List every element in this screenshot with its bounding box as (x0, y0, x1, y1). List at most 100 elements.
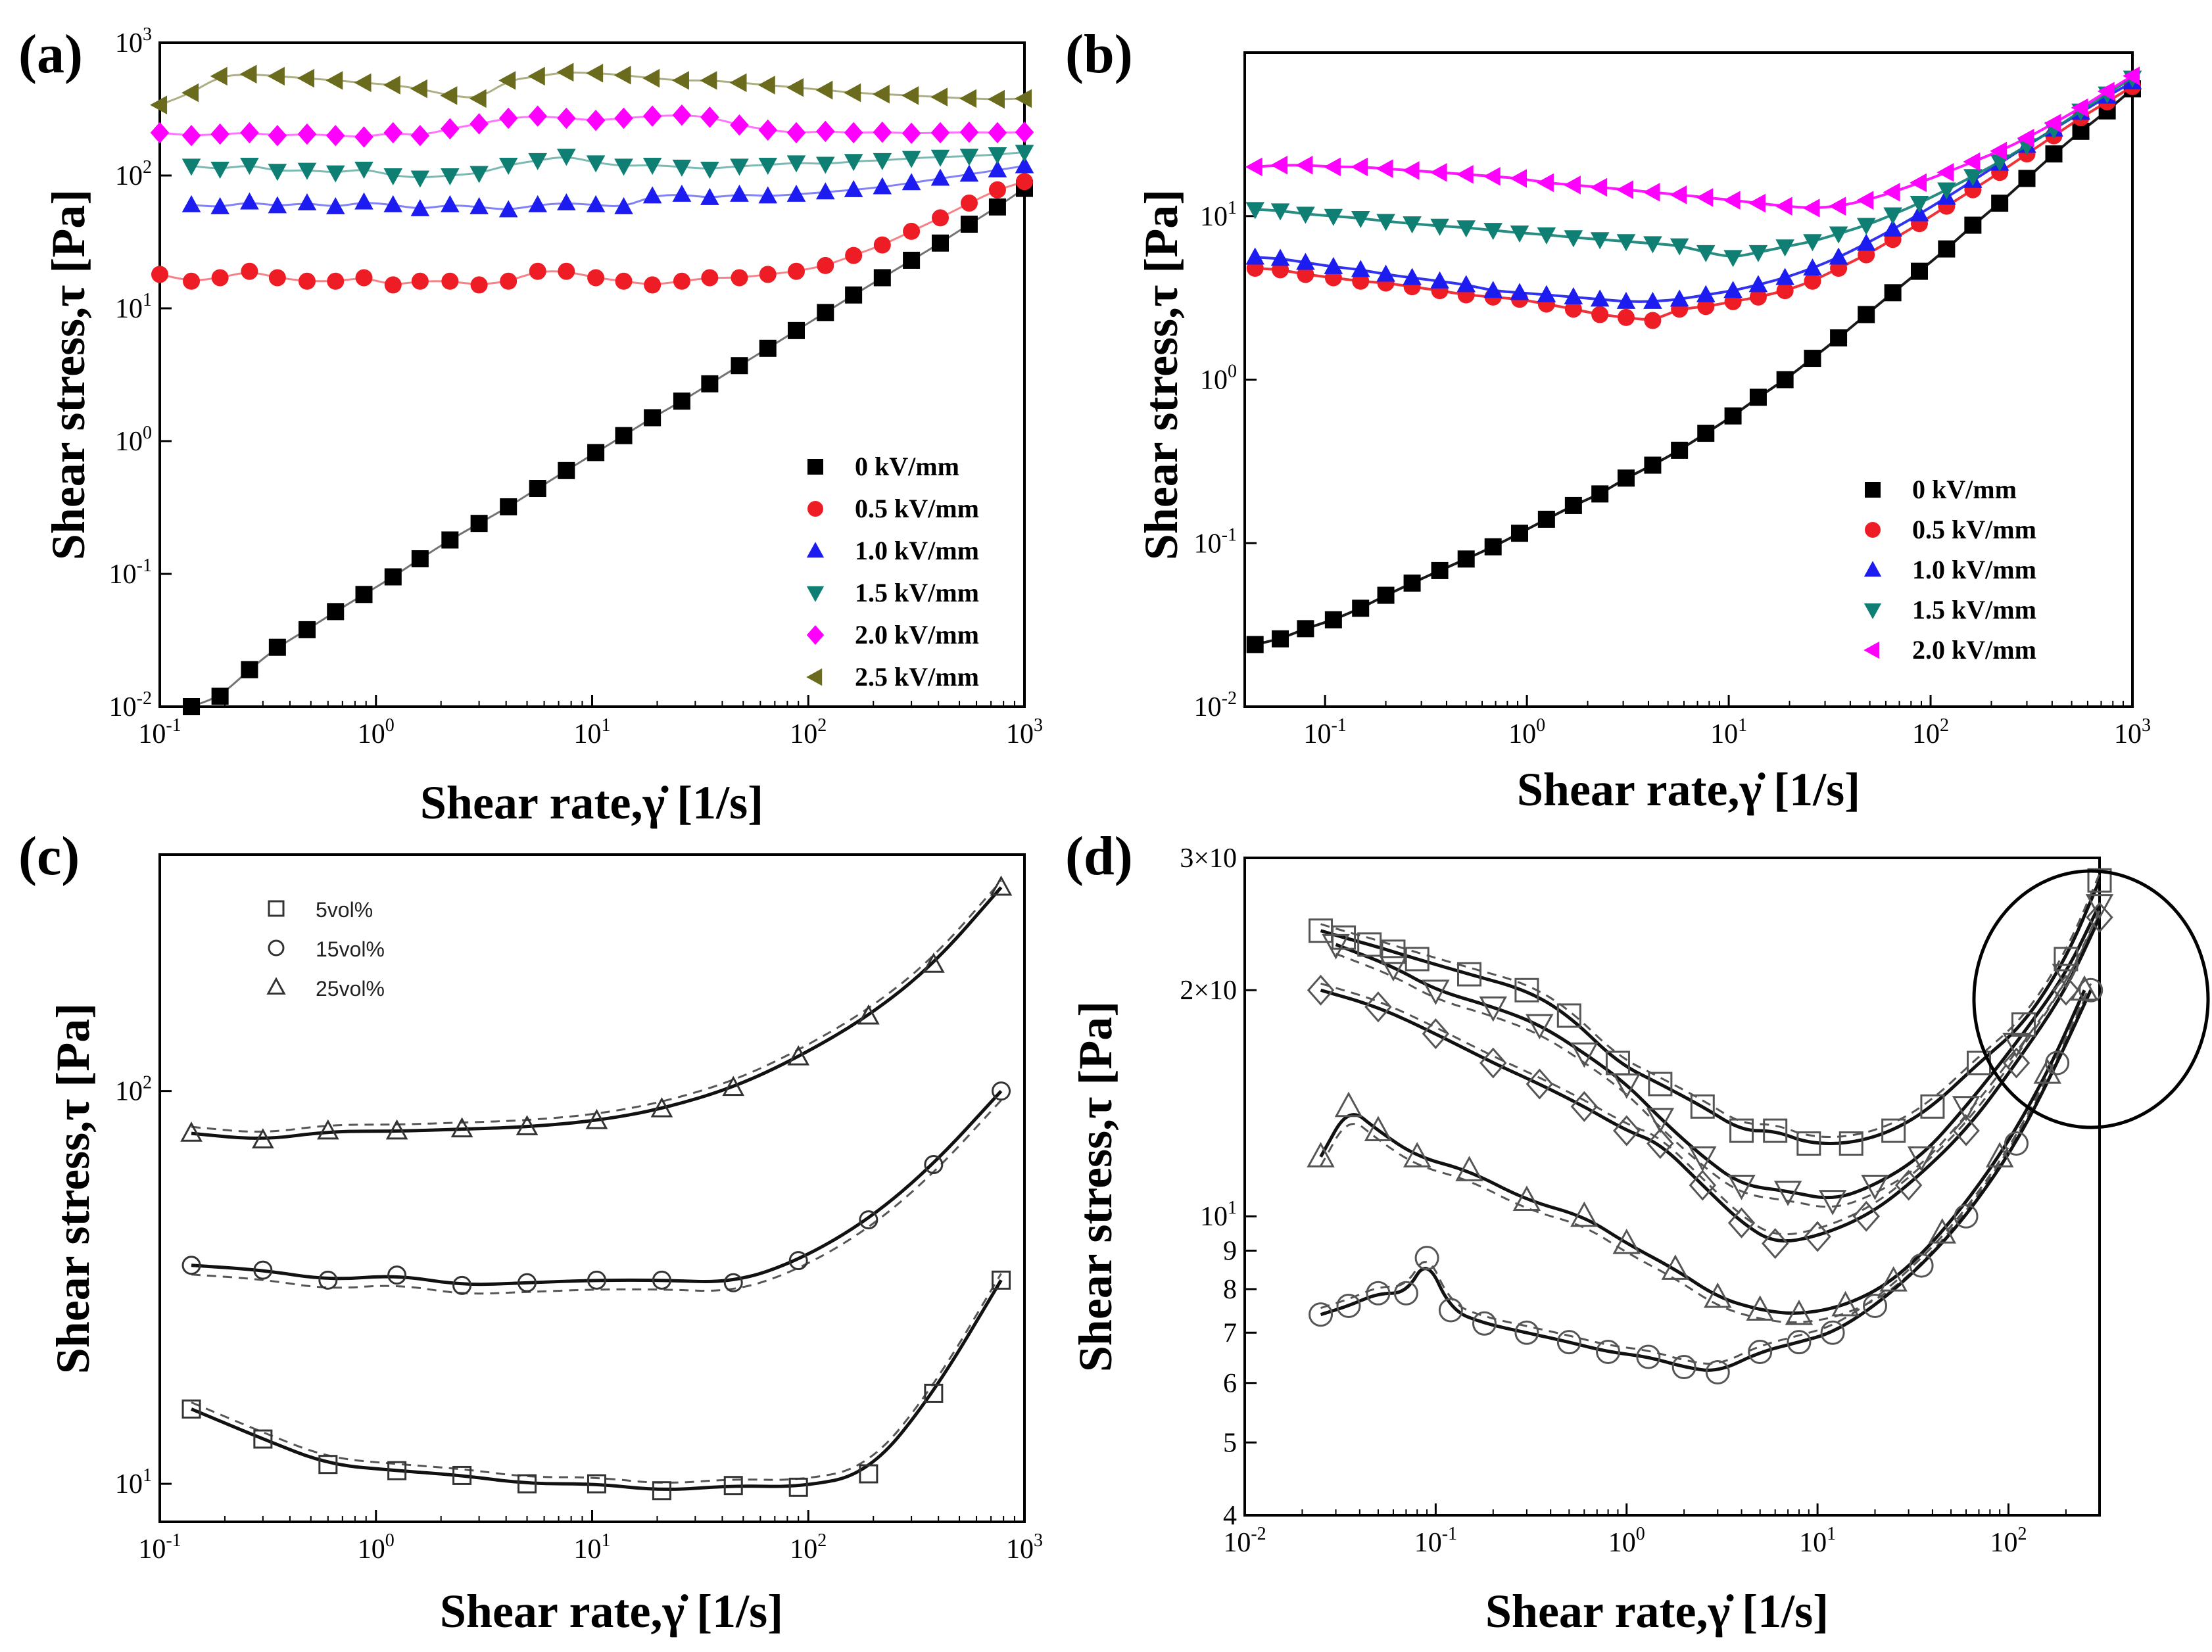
data-point (1689, 1169, 1716, 1201)
data-point (652, 1270, 671, 1290)
data-point (757, 76, 775, 95)
data-point (872, 84, 890, 104)
panel-d-marks (1307, 868, 2114, 1384)
data-point (1617, 308, 1635, 326)
data-point (1526, 1014, 1554, 1040)
data-point (469, 113, 489, 135)
data-point (930, 87, 948, 106)
fit-curve (1335, 903, 2102, 1200)
data-point (210, 123, 229, 145)
data-point (988, 181, 1006, 199)
data-point (1829, 226, 1848, 244)
data-point (1936, 162, 1954, 182)
data-point (1357, 932, 1382, 957)
legend-entry-label: 25vol% (316, 977, 385, 1001)
x-tick-label: 102 (790, 1530, 827, 1565)
data-point (1804, 1221, 1831, 1252)
data-point (1748, 193, 1766, 213)
data-point (815, 80, 833, 100)
data-point (587, 1270, 606, 1290)
data-point (1884, 284, 1902, 302)
legend-entry-label: 0.5 kV/mm (855, 494, 979, 523)
y-tick-label: 10-2 (1194, 688, 1237, 722)
data-point (1376, 159, 1393, 178)
data-point (517, 1273, 537, 1292)
data-point (1748, 275, 1768, 293)
y-tick-label: 3×10 (1180, 843, 1237, 874)
data-point (1928, 1218, 1957, 1244)
data-point (807, 501, 823, 517)
legend-entry-label: 2.0 kV/mm (1912, 635, 2036, 665)
data-point (722, 1075, 745, 1097)
data-point (1689, 1146, 1717, 1172)
x-tick-label: 10-2 (1223, 1524, 1266, 1558)
panel-b-legend: 0 kV/mm 0.5 kV/mm 1.0 kV/mm 1.5 kV/mm 2.0 kV… (1863, 475, 2036, 665)
data-point (1526, 1068, 1554, 1100)
data-point (1564, 287, 1583, 304)
data-point (2045, 1050, 2070, 1075)
data-point (1510, 225, 1529, 243)
data-point (1647, 1127, 1674, 1160)
data-point (1596, 1339, 1621, 1364)
data-point (1775, 197, 1792, 216)
panel-a: (a) 10-1 100 101 102 10310-210-1100101102103… (18, 24, 1043, 829)
x-tick-label: 10-1 (138, 715, 181, 749)
data-point (1985, 1142, 2014, 1168)
data-point (325, 197, 345, 214)
data-point (1763, 1118, 1788, 1143)
data-point (1564, 496, 1582, 514)
data-point (354, 192, 373, 210)
data-point (1670, 289, 1689, 307)
legend-entry-label: 2.5 kV/mm (855, 662, 979, 692)
data-point (960, 216, 978, 233)
data-point (1364, 991, 1392, 1023)
data-point (1537, 227, 1556, 245)
data-point (298, 621, 316, 638)
fit-curve-dashed (1320, 999, 2086, 1323)
data-point (672, 184, 692, 202)
data-point (644, 276, 661, 294)
panel-b: (b) 10-1 100 101 102 103 10-2 10-1 100 101 0 kV/… (1065, 24, 2151, 816)
data-point (759, 266, 777, 283)
panel-d-plot-frame (1243, 857, 2101, 1517)
data-point (498, 157, 518, 175)
data-point (1696, 188, 1714, 207)
data-point (297, 123, 317, 145)
data-point (586, 195, 606, 212)
legend-entry-label: 0.5 kV/mm (1912, 515, 2036, 544)
data-point (614, 197, 633, 214)
data-point (873, 153, 892, 170)
data-point (1336, 1293, 1361, 1318)
data-point (2033, 1058, 2061, 1084)
data-point (1457, 550, 1475, 568)
data-point (1697, 298, 1715, 316)
data-point (1612, 1228, 1641, 1254)
data-point (759, 339, 777, 357)
data-point (1430, 162, 1447, 182)
data-point (2002, 1047, 2031, 1079)
data-point (1852, 1200, 1880, 1232)
data-point (1643, 236, 1662, 254)
data-point (240, 157, 259, 175)
data-point (817, 256, 834, 274)
data-point (529, 480, 546, 498)
data-point (383, 122, 403, 144)
data-point (729, 73, 747, 93)
y-tick-label: 100 (115, 423, 152, 457)
data-point (1644, 312, 1662, 329)
panel-c-legend: 5vol% 15vol% 25vol% (266, 898, 385, 1001)
data-point (1909, 1253, 1934, 1278)
data-point (1324, 611, 1342, 628)
data-point (903, 222, 921, 240)
data-point (1537, 510, 1555, 528)
data-point (557, 149, 576, 166)
data-point (1954, 1204, 1979, 1229)
fit-curve (191, 1089, 1003, 1286)
data-point (1430, 271, 1449, 289)
data-point (673, 392, 690, 410)
data-point (730, 114, 749, 136)
data-point (410, 199, 430, 216)
data-point (2123, 66, 2140, 85)
data-point (730, 158, 749, 176)
data-point (441, 168, 460, 185)
